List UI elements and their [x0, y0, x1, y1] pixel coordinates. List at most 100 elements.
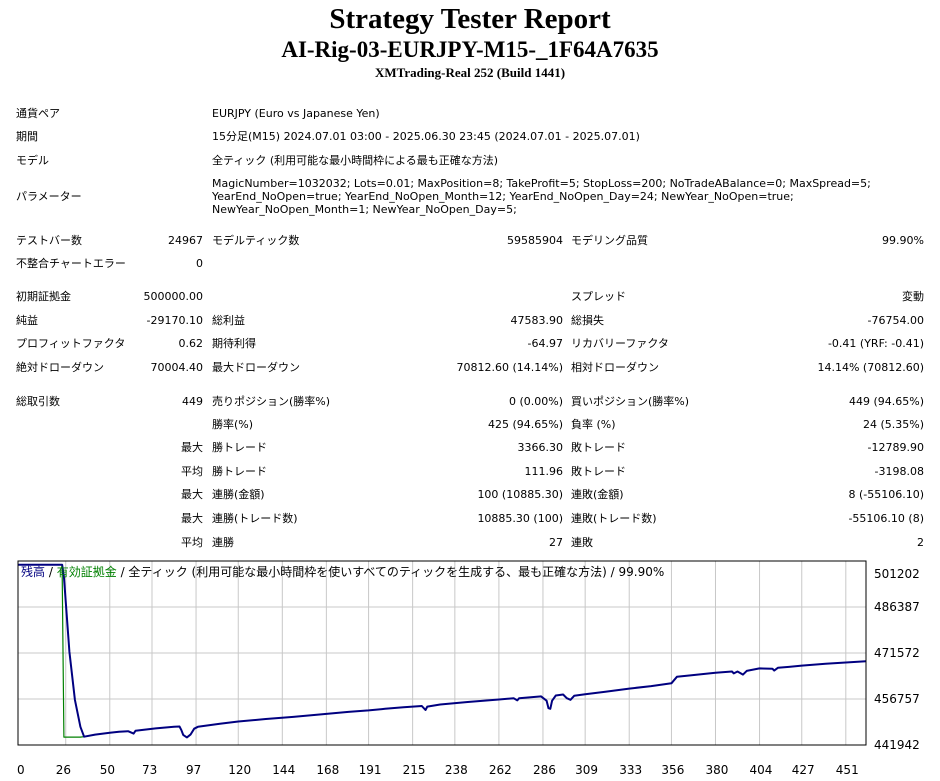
- profit-factor-label: プロフィットファクタ: [16, 337, 126, 350]
- relative-drawdown-label: 相対ドローダウン: [571, 361, 659, 374]
- absolute-drawdown-label: 絶対ドローダウン: [16, 361, 104, 374]
- equity-series-line: [18, 564, 85, 738]
- report-subtitle: AI-Rig-03-EURJPY-M15-_1F64A7635: [281, 37, 659, 62]
- legend-description: / 全ティック (利用可能な最小時間枠を使いすべてのティックを生成する、最も正確…: [120, 565, 665, 579]
- y-tick-label: 501202: [874, 567, 920, 581]
- average-consecutive-wins-label: 連勝: [212, 536, 234, 549]
- initial-deposit-value: 500000.00: [143, 290, 204, 303]
- balance-series-line: [18, 563, 867, 739]
- net-profit-label: 純益: [16, 314, 38, 327]
- parameters-value: MagicNumber=1032032; Lots=0.01; MaxPosit…: [212, 177, 871, 216]
- test-bars-value: 24967: [168, 234, 203, 247]
- largest-loss-value: -12789.90: [867, 441, 924, 454]
- max-consecutive-losses-count-value: -55106.10 (8): [848, 512, 924, 525]
- max-consecutive-losses-count-label: 連敗(トレード数): [571, 512, 657, 525]
- x-tick-label: 404: [750, 763, 773, 777]
- x-tick-label: 309: [575, 763, 598, 777]
- relative-drawdown-value: 14.14% (70812.60): [817, 361, 924, 374]
- x-tick-label: 191: [359, 763, 382, 777]
- x-tick-label: 215: [403, 763, 426, 777]
- balance-chart-svg: 501202 486387 471572 456757 441942 0 26 50 73 97 1…: [17, 560, 920, 777]
- plot-frame: [17, 560, 867, 746]
- average-win-value: 111.96: [524, 465, 564, 478]
- long-positions-value: 449 (94.65%): [848, 395, 924, 408]
- max-consecutive-wins-count-label: 連勝(トレード数): [212, 512, 298, 525]
- short-positions-value: 0 (0.00%): [508, 395, 563, 408]
- net-profit-value: -29170.10: [146, 314, 203, 327]
- period-value: 15分足(M15) 2024.07.01 03:00 - 2025.06.30 …: [212, 130, 640, 143]
- modeling-quality-label: モデリング品質: [571, 234, 648, 247]
- mismatch-errors-label: 不整合チャートエラー: [16, 257, 126, 270]
- modeling-quality-value: 99.90%: [882, 234, 924, 247]
- long-positions-label: 買いポジション(勝率%): [571, 395, 690, 408]
- max-cons-count-prefix: 最大: [181, 512, 203, 525]
- loss-rate-label: 負率 (%): [571, 418, 616, 431]
- symbol-value: EURJPY (Euro vs Japanese Yen): [212, 107, 380, 120]
- average-consecutive-losses-label: 連敗: [571, 536, 593, 549]
- x-tick-label: 451: [836, 763, 859, 777]
- max-consecutive-wins-count-value: 10885.30 (100): [477, 512, 563, 525]
- average-consecutive-wins-value: 27: [549, 536, 563, 549]
- maximal-drawdown-value: 70812.60 (14.14%): [456, 361, 563, 374]
- report-title: Strategy Tester Report: [329, 3, 611, 35]
- gross-profit-label: 総利益: [212, 314, 245, 327]
- x-tick-label: 286: [533, 763, 556, 777]
- period-label: 期間: [16, 130, 38, 143]
- largest-win-value: 3366.30: [517, 441, 564, 454]
- symbol-label: 通貨ペア: [16, 107, 60, 120]
- x-tick-label: 26: [56, 763, 71, 777]
- avg-cons-prefix: 平均: [181, 536, 203, 549]
- average-loss-label: 敗トレード: [571, 465, 626, 478]
- mismatch-errors-value: 0: [196, 257, 203, 270]
- expected-payoff-value: -64.97: [527, 337, 563, 350]
- average-win-label: 勝トレード: [212, 465, 267, 478]
- gross-loss-value: -76754.00: [867, 314, 924, 327]
- max-consecutive-losses-amount-value: 8 (-55106.10): [848, 488, 924, 501]
- max-consecutive-wins-amount-value: 100 (10885.30): [477, 488, 563, 501]
- server-name: XMTrading-Real 252 (Build 1441): [374, 65, 566, 80]
- y-tick-label: 486387: [874, 600, 920, 614]
- x-tick-label: 168: [316, 763, 339, 777]
- y-tick-label: 471572: [874, 646, 920, 660]
- x-tick-label: 238: [445, 763, 468, 777]
- absolute-drawdown-value: 70004.40: [150, 361, 204, 374]
- recovery-factor-value: -0.41 (YRF: -0.41): [827, 337, 924, 350]
- expected-payoff-label: 期待利得: [212, 337, 256, 350]
- model-ticks-value: 59585904: [507, 234, 563, 247]
- largest-prefix: 最大: [181, 441, 203, 454]
- max-consecutive-losses-amount-label: 連敗(金額): [571, 488, 624, 501]
- largest-win-label: 勝トレード: [212, 441, 267, 454]
- short-positions-label: 売りポジション(勝率%): [212, 395, 331, 408]
- x-tick-label: 120: [228, 763, 251, 777]
- x-tick-label: 380: [705, 763, 728, 777]
- total-trades-value: 449: [182, 395, 203, 408]
- balance-chart: 501202 486387 471572 456757 441942 0 26 50 73 97 1…: [0, 558, 940, 781]
- max-consecutive-wins-amount-label: 連勝(金額): [212, 488, 265, 501]
- spread-label: スプレッド: [571, 290, 626, 303]
- x-tick-label: 262: [489, 763, 512, 777]
- x-tick-label: 144: [272, 763, 295, 777]
- x-tick-label: 333: [619, 763, 642, 777]
- test-bars-label: テストバー数: [16, 234, 82, 247]
- legend-equity: 有効証拠金: [56, 565, 117, 579]
- loss-rate-value: 24 (5.35%): [862, 418, 924, 431]
- maximal-drawdown-label: 最大ドローダウン: [212, 361, 300, 374]
- largest-loss-label: 敗トレード: [571, 441, 626, 454]
- y-tick-label: 441942: [874, 738, 920, 752]
- chart-legend: 残高 / 有効証拠金 / 全ティック (利用可能な最小時間枠を使いすべてのティッ…: [21, 565, 664, 580]
- average-loss-value: -3198.08: [874, 465, 924, 478]
- average-prefix: 平均: [181, 465, 203, 478]
- x-tick-label: 0: [17, 763, 25, 777]
- model-ticks-label: モデルティック数: [212, 234, 300, 247]
- average-consecutive-losses-value: 2: [917, 536, 924, 549]
- y-tick-label: 456757: [874, 692, 920, 706]
- gross-profit-value: 47583.90: [510, 314, 564, 327]
- legend-separator: /: [48, 565, 53, 579]
- legend-balance: 残高: [21, 565, 46, 579]
- initial-deposit-label: 初期証拠金: [16, 290, 71, 303]
- model-value: 全ティック (利用可能な最小時間枠による最も正確な方法): [212, 154, 499, 167]
- model-label: モデル: [16, 154, 49, 167]
- win-rate-label: 勝率(%): [212, 418, 254, 431]
- spread-value: 変動: [902, 290, 924, 303]
- x-tick-label: 356: [661, 763, 684, 777]
